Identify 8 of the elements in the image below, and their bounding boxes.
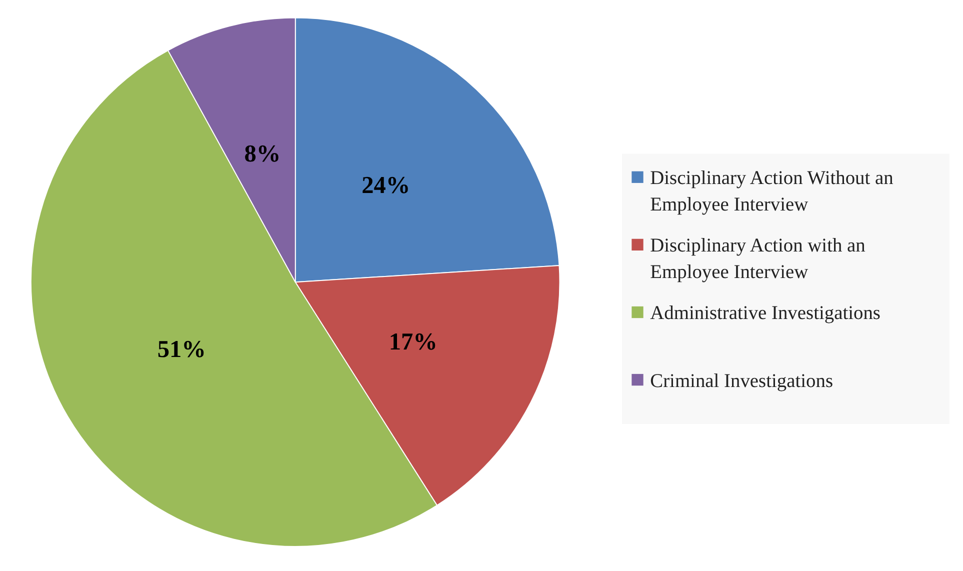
legend-label: Criminal Investigations bbox=[650, 370, 834, 392]
legend-label: Administrative Investigations bbox=[650, 302, 880, 324]
data-label: 51% bbox=[157, 336, 206, 363]
legend-label: Disciplinary Action with an Employee Interview bbox=[650, 235, 866, 282]
data-label: 8% bbox=[244, 140, 281, 168]
legend-label: Disciplinary Action Without an Employee Interview bbox=[650, 168, 894, 215]
data-label: 17% bbox=[388, 328, 438, 356]
data-label: 24% bbox=[362, 172, 410, 200]
